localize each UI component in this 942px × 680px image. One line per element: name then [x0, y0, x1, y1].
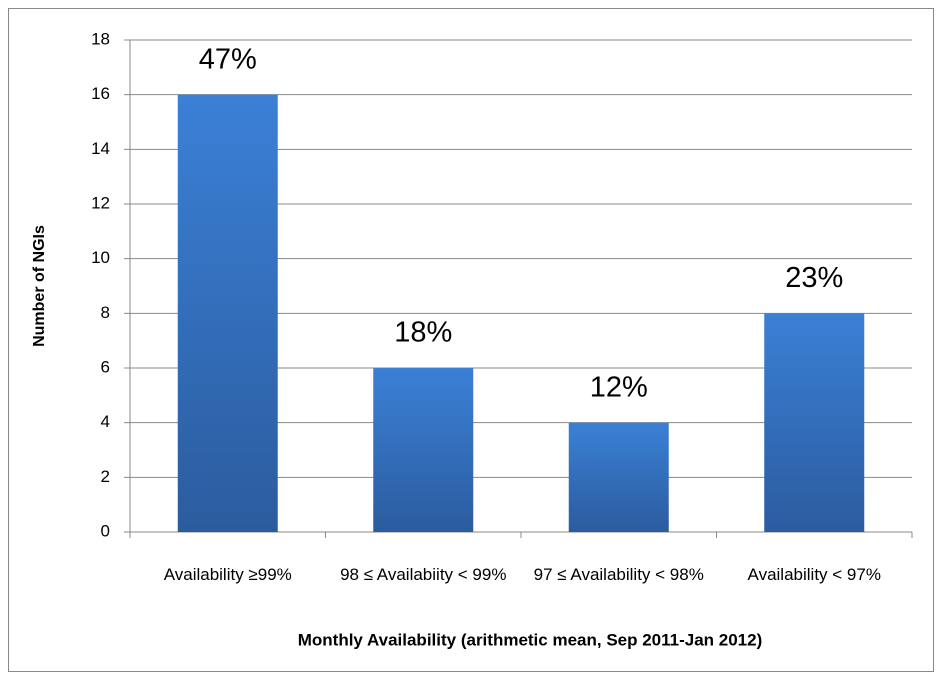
y-tick-label: 0: [101, 521, 110, 540]
data-label: 12%: [590, 371, 648, 403]
bar: [177, 94, 278, 533]
y-tick-label: 8: [101, 303, 110, 322]
x-tick-label: 97 ≤ Availability < 98%: [533, 565, 704, 584]
x-tick-label: 98 ≤ Availabiity < 99%: [340, 565, 507, 584]
y-tick-label: 14: [91, 139, 110, 158]
bar: [568, 422, 669, 532]
y-axis-title: Number of NGIs: [31, 225, 48, 347]
bar: [373, 368, 474, 532]
y-tick-label: 16: [91, 84, 110, 103]
data-label: 47%: [199, 43, 257, 75]
bar: [764, 313, 865, 532]
x-tick-label: Availability < 97%: [747, 565, 881, 584]
data-label: 18%: [394, 317, 452, 349]
y-tick-label: 12: [91, 193, 110, 212]
y-tick-label: 2: [101, 467, 110, 486]
x-axis-title: Monthly Availability (arithmetic mean, S…: [298, 630, 763, 649]
y-tick-label: 4: [101, 412, 110, 431]
y-tick-label: 10: [91, 248, 110, 267]
x-tick-label: Availability ≥99%: [163, 565, 292, 584]
data-label: 23%: [785, 262, 843, 294]
y-tick-label: 6: [101, 357, 110, 376]
y-tick-label: 18: [91, 29, 110, 48]
